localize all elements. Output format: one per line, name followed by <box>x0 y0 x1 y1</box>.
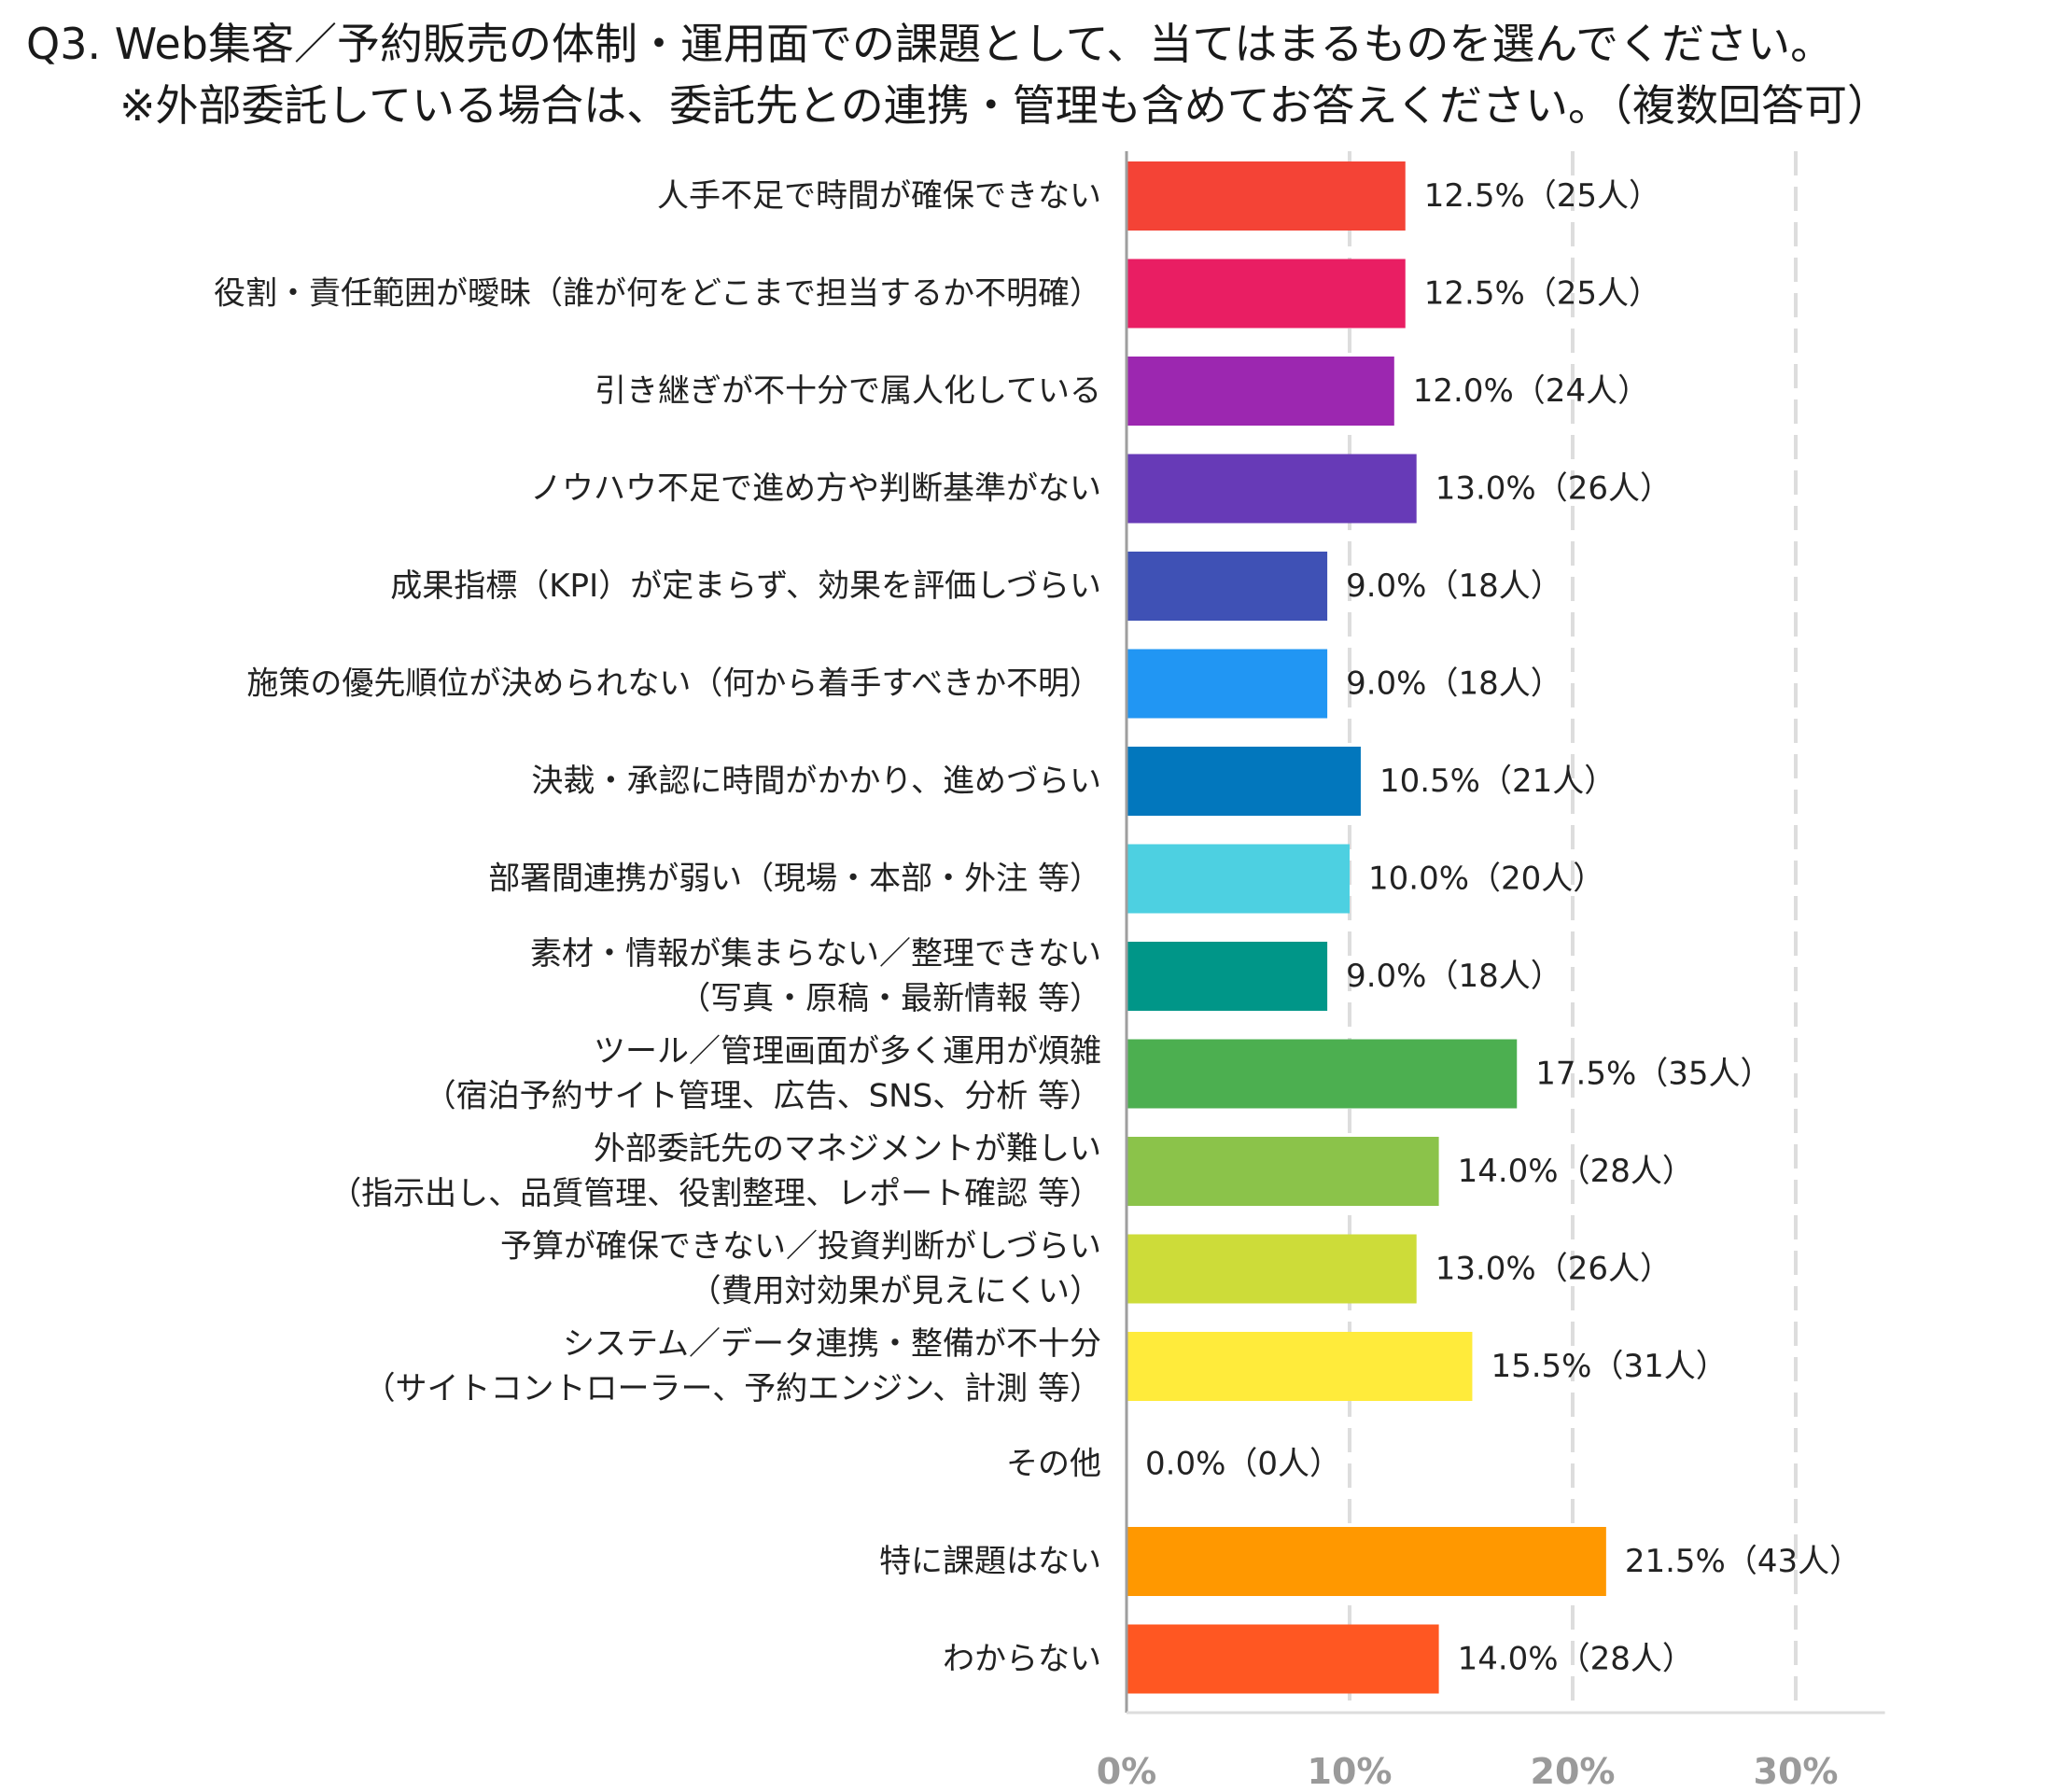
category-label: 素材・情報が集まらない／整理できない <box>530 935 1101 973</box>
category-label: 成果指標（KPI）が定まらず、効果を評価しづらい <box>390 567 1101 605</box>
x-tick-label: 0% <box>1097 1751 1157 1792</box>
category-label: 役割・責任範囲が曖昧（誰が何をどこまで担当するか不明確） <box>214 275 1101 313</box>
category-label: 外部委託先のマネジメントが難しい <box>594 1130 1101 1168</box>
chart-title: Q3. Web集客／予約販売の体制・運用面での課題として、当てはまるものを選んで… <box>26 13 2051 136</box>
data-label: 12.0%（24人） <box>1413 372 1649 410</box>
bar <box>1127 1332 1473 1401</box>
bar <box>1127 259 1406 329</box>
bar <box>1127 844 1350 914</box>
data-label: 12.5%（25人） <box>1424 275 1660 313</box>
category-label: 決裁・承認に時間がかかり、進めづらい <box>531 763 1101 800</box>
bar <box>1127 1039 1518 1109</box>
category-label: 特に課題はない <box>879 1543 1101 1580</box>
data-label: 14.0%（28人） <box>1458 1641 1694 1678</box>
x-tick-label: 30% <box>1754 1751 1839 1792</box>
category-label: わからない <box>943 1641 1101 1678</box>
data-label: 10.5%（21人） <box>1379 763 1616 800</box>
data-label: 0.0%（0人） <box>1145 1446 1341 1483</box>
data-label: 9.0%（18人） <box>1346 665 1562 703</box>
category-label: 予算が確保できない／投資判断がしづらい <box>500 1228 1101 1266</box>
category-label: ノウハウ不足で進め方や判断基準がない <box>530 470 1101 508</box>
data-label: 12.5%（25人） <box>1424 177 1660 215</box>
bar <box>1127 454 1417 524</box>
data-label: 9.0%（18人） <box>1346 567 1562 605</box>
category-label: 人手不足で時間が確保できない <box>657 177 1101 215</box>
bar <box>1127 1137 1439 1206</box>
category-label: （指示出し、品質管理、役割整理、レポート確認 等） <box>329 1175 1101 1212</box>
bar <box>1127 649 1328 719</box>
category-label: 部署間連携が弱い（現場・本部・外注 等） <box>488 861 1101 898</box>
bar <box>1127 161 1406 231</box>
category-label: （費用対効果が見えにくい） <box>690 1273 1101 1310</box>
category-label: ツール／管理画面が多く運用が煩雑 <box>594 1033 1101 1071</box>
category-label: （宿泊予約サイト管理、広告、SNS、分析 等） <box>425 1078 1101 1115</box>
data-label: 9.0%（18人） <box>1346 958 1562 995</box>
title-line-2: ※外部委託している場合は、委託先との連携・管理も含めてお答えください。（複数回答… <box>119 80 1890 131</box>
data-label: 13.0%（26人） <box>1435 1251 1672 1288</box>
x-tick-label: 20% <box>1531 1751 1616 1792</box>
category-label: 引き継ぎが不十分で属人化している <box>595 372 1101 410</box>
data-label: 14.0%（28人） <box>1458 1153 1694 1190</box>
category-label: 施策の優先順位が決められない（何から着手すべきか不明） <box>246 665 1101 703</box>
category-label: その他 <box>1006 1446 1101 1483</box>
bar <box>1127 1527 1606 1596</box>
bar <box>1127 1624 1439 1694</box>
data-label: 17.5%（35人） <box>1535 1056 1771 1093</box>
data-label: 10.0%（20人） <box>1368 861 1604 898</box>
bar <box>1127 552 1328 621</box>
category-label: システム／データ連携・整備が不十分 <box>563 1325 1101 1363</box>
category-label: （サイトコントローラー、予約エンジン、計測 等） <box>364 1370 1101 1407</box>
data-label: 15.5%（31人） <box>1491 1348 1727 1385</box>
data-label: 13.0%（26人） <box>1435 470 1672 508</box>
data-label: 21.5%（43人） <box>1625 1543 1861 1580</box>
bar <box>1127 1234 1417 1304</box>
title-line-1: Q3. Web集客／予約販売の体制・運用面での課題として、当てはまるものを選んで… <box>26 19 1834 69</box>
bar <box>1127 942 1328 1011</box>
x-tick-label: 10% <box>1308 1751 1393 1792</box>
category-label: （写真・原稿・最新情報 等） <box>679 980 1101 1017</box>
bar <box>1127 747 1361 816</box>
bar <box>1127 357 1394 426</box>
